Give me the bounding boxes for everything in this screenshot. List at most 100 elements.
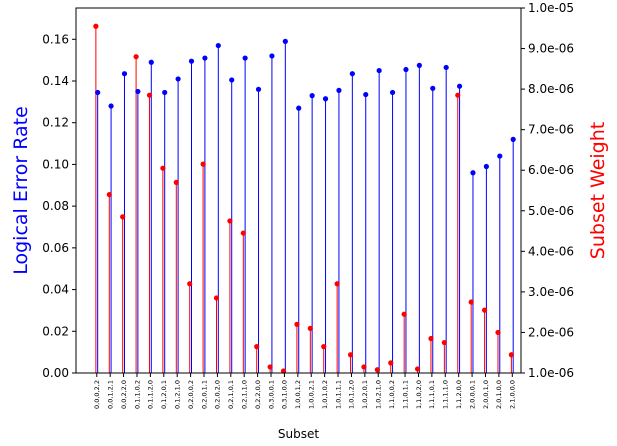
right-tick-label: 7.0e-06 — [528, 123, 574, 137]
right-tick-label: 6.0e-06 — [528, 163, 574, 177]
left-tick-label: 0.14 — [42, 74, 69, 88]
x-tick-label: 1,1,0,0,2 — [388, 380, 396, 409]
right-tick-label: 4.0e-06 — [528, 244, 574, 258]
x-tick-label: 0,2,1,0,1 — [227, 380, 235, 409]
right-tick-label: 2.0e-06 — [528, 325, 574, 339]
x-tick-label: 2,0,1,0,0 — [495, 380, 503, 409]
subset-weight-point — [321, 344, 327, 350]
error-rate-point — [416, 62, 422, 68]
left-tick-label: 0.10 — [42, 157, 69, 171]
error-rate-point — [403, 66, 409, 73]
right-tick-label: 1.0e-06 — [528, 366, 574, 380]
subset-weight-point — [187, 281, 193, 287]
subset-weight-point — [455, 92, 461, 98]
subset-weight-point — [428, 335, 434, 342]
subset-weight-point — [468, 299, 474, 305]
x-tick-label: 1,1,1,1,0 — [442, 380, 450, 409]
error-rate-point — [148, 59, 154, 65]
markers-layer — [93, 23, 516, 374]
x-tick-label: 0,1,1,2,0 — [147, 380, 155, 409]
right-y-axis: 1.0e-06 2.0e-06 3.0e-06 4.0e-06 5.0e-06 6.0e-… — [521, 1, 574, 380]
x-tick-label: 1,1,0,2,0 — [415, 380, 423, 409]
subset-weight-point — [240, 230, 246, 236]
x-tick-label: 1,0,1,1,1 — [334, 380, 342, 409]
error-rate-point — [456, 83, 463, 89]
error-rate-point — [242, 55, 248, 61]
x-tick-label: 0,3,1,0,0 — [281, 380, 289, 409]
x-tick-label: 0,3,0,0,1 — [267, 380, 275, 409]
right-tick-label: 8.0e-06 — [528, 82, 574, 96]
error-rate-point — [470, 170, 476, 176]
subset-weight-point — [160, 165, 166, 171]
error-rate-point — [229, 77, 235, 83]
x-tick-label: 0,2,0,0,2 — [187, 380, 195, 409]
error-rate-point — [95, 89, 101, 96]
left-tick-label: 0.08 — [42, 199, 69, 213]
subset-weight-point — [294, 321, 300, 327]
x-tick-label: 0,2,0,2,0 — [214, 380, 222, 409]
error-rate-point — [108, 103, 114, 109]
x-tick-label: 2,0,0,0,1 — [468, 380, 476, 409]
subset-weight-point — [334, 281, 340, 287]
subset-weight-point — [495, 329, 501, 336]
error-rate-point — [497, 153, 503, 159]
error-rate-point — [483, 163, 489, 170]
left-tick-label: 0.16 — [42, 32, 69, 46]
x-tick-label: 1,0,0,1,2 — [294, 380, 302, 409]
subset-weight-point — [106, 191, 112, 198]
plot-frame — [75, 7, 522, 374]
subset-weight-point — [508, 352, 514, 358]
subset-weight-point — [361, 364, 367, 370]
subset-weight-point — [414, 366, 421, 372]
left-y-axis-title: Logical Error Rate — [10, 106, 32, 275]
x-tick-label: 1,1,0,1,1 — [401, 380, 409, 409]
left-y-axis: 0.00 0.02 0.04 0.06 0.08 0.10 0.12 0.14 0.16 — [42, 32, 76, 380]
error-rate-point — [309, 93, 315, 99]
right-tick-label: 5.0e-06 — [528, 204, 574, 218]
error-rate-point — [188, 58, 195, 64]
x-tick-label: 0,0,0,2,2 — [93, 380, 101, 409]
x-tick-label: 0,2,0,1,1 — [200, 380, 208, 409]
left-tick-label: 0.04 — [42, 283, 69, 297]
subset-weight-point — [347, 352, 354, 358]
right-tick-label: 1.0e-05 — [528, 1, 574, 15]
subset-weight-point — [254, 344, 260, 350]
x-tick-label: 1,0,2,0,1 — [361, 380, 369, 409]
left-tick-label: 0.02 — [42, 324, 69, 338]
error-rate-point — [121, 71, 128, 77]
subset-weight-point — [388, 360, 394, 366]
x-tick-label: 0,1,2,1,0 — [173, 380, 181, 409]
x-tick-label: 0,1,2,0,1 — [160, 380, 168, 409]
subset-weight-point — [133, 54, 139, 60]
left-tick-label: 0.06 — [42, 241, 69, 255]
error-rate-point — [349, 71, 355, 77]
x-tick-label: 0,2,2,0,0 — [254, 380, 262, 409]
subset-weight-point — [200, 161, 206, 167]
x-tick-label: 1,1,1,0,1 — [428, 380, 436, 409]
x-tick-label: 2,1,0,0,0 — [509, 380, 517, 409]
subset-weight-point — [146, 92, 153, 98]
x-tick-label: 0,1,1,0,2 — [133, 380, 141, 409]
x-tick-label: 1,1,2,0,0 — [455, 380, 463, 409]
subset-weight-point — [173, 179, 179, 185]
subset-weight-point — [401, 311, 407, 317]
subset-weight-point — [227, 218, 233, 224]
x-tick-label: 1,0,1,0,2 — [321, 380, 329, 409]
subset-weight-point — [120, 214, 126, 220]
x-tick-label: 1,0,0,2,1 — [308, 380, 316, 409]
subset-weight-point — [93, 23, 99, 29]
error-rate-point — [389, 89, 396, 96]
subset-weight-point — [441, 339, 447, 346]
subset-weight-point — [213, 295, 220, 301]
error-rate-point — [202, 55, 208, 61]
x-axis-title: Subset — [278, 427, 319, 441]
error-rate-point — [135, 88, 141, 95]
error-rate-point — [296, 105, 302, 111]
right-tick-label: 9.0e-06 — [528, 42, 574, 56]
left-tick-label: 0.12 — [42, 116, 69, 130]
right-tick-label: 3.0e-06 — [528, 285, 574, 299]
error-rate-point — [175, 76, 181, 82]
error-rate-point — [363, 91, 369, 98]
error-rate-point — [430, 85, 436, 91]
